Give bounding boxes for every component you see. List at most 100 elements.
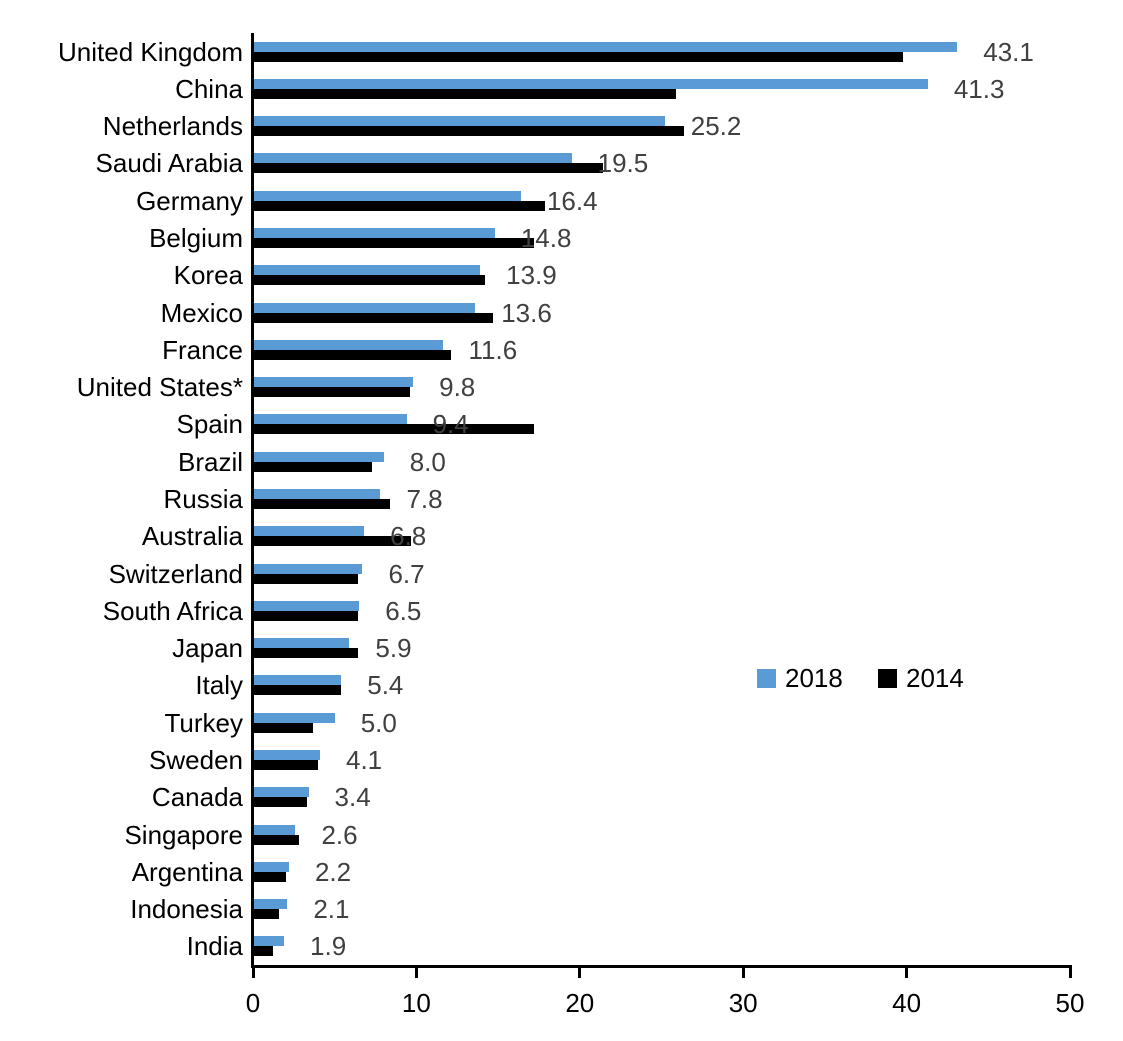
bar-2014-spain bbox=[253, 424, 535, 435]
value-label-india: 1.9 bbox=[310, 931, 347, 962]
legend-item-2014: 2014 bbox=[878, 665, 964, 691]
x-tick-0 bbox=[251, 968, 255, 978]
bar-2014-australia bbox=[253, 536, 412, 547]
bar-2014-brazil bbox=[253, 461, 373, 472]
bar-2018-japan bbox=[253, 638, 350, 649]
x-tick-20 bbox=[578, 968, 582, 978]
category-label-indonesia: Indonesia bbox=[130, 894, 243, 925]
x-tick-40 bbox=[905, 968, 909, 978]
x-tick-label-0: 0 bbox=[245, 988, 261, 1018]
bar-2018-korea bbox=[253, 265, 481, 276]
bar-2018-netherlands bbox=[253, 116, 665, 127]
bar-2018-russia bbox=[253, 489, 381, 499]
bar-2018-saudi-arabia bbox=[253, 153, 572, 164]
bar-2018-australia bbox=[253, 526, 365, 537]
bar-2018-spain bbox=[253, 414, 407, 425]
category-label-australia: Australia bbox=[141, 521, 243, 552]
category-label-brazil: Brazil bbox=[177, 446, 243, 477]
value-label-south-africa: 6.5 bbox=[385, 595, 422, 626]
value-label-turkey: 5.0 bbox=[360, 707, 397, 738]
category-label-germany: Germany bbox=[136, 185, 243, 216]
value-label-netherlands: 25.2 bbox=[690, 111, 742, 142]
category-label-sweden: Sweden bbox=[149, 744, 243, 775]
y-axis-line bbox=[251, 33, 254, 968]
legend-label-2014: 2014 bbox=[906, 663, 964, 693]
value-label-germany: 16.4 bbox=[546, 185, 598, 216]
x-tick-label-20: 20 bbox=[565, 988, 595, 1018]
bar-2014-netherlands bbox=[253, 126, 685, 137]
bar-2014-belgium bbox=[253, 238, 535, 249]
x-axis-line bbox=[251, 965, 1072, 968]
bar-2014-korea bbox=[253, 275, 486, 286]
category-label-japan: Japan bbox=[172, 633, 243, 664]
bar-2018-india bbox=[253, 936, 285, 947]
value-label-spain: 9.4 bbox=[432, 409, 469, 440]
value-label-france: 11.6 bbox=[468, 334, 518, 365]
x-tick-10 bbox=[414, 968, 418, 978]
category-label-mexico: Mexico bbox=[160, 297, 243, 328]
bar-2018-canada bbox=[253, 787, 309, 798]
category-label-india: India bbox=[186, 931, 243, 962]
category-label-south-africa: South Africa bbox=[102, 595, 243, 626]
legend-swatch-2018 bbox=[757, 668, 776, 688]
legend-swatch-2014 bbox=[878, 668, 897, 688]
category-label-netherlands: Netherlands bbox=[102, 111, 243, 142]
value-label-australia: 6.8 bbox=[390, 521, 427, 552]
bar-2014-united-kingdom bbox=[253, 51, 904, 62]
bar-2014-germany bbox=[253, 200, 546, 211]
bar-2018-brazil bbox=[253, 451, 384, 462]
bar-2018-china bbox=[253, 78, 928, 89]
bar-2018-south-africa bbox=[253, 600, 360, 611]
value-label-china: 41.3 bbox=[953, 73, 1005, 104]
bar-2018-argentina bbox=[253, 861, 289, 872]
bar-2014-china bbox=[253, 88, 677, 99]
bar-2014-saudi-arabia bbox=[253, 163, 603, 174]
bar-2014-indonesia bbox=[253, 909, 280, 920]
x-tick-30 bbox=[741, 968, 745, 978]
legend-label-2018: 2018 bbox=[785, 663, 843, 693]
bar-2014-turkey bbox=[253, 722, 314, 733]
category-label-united-kingdom: United Kingdom bbox=[58, 36, 243, 67]
value-label-saudi-arabia: 19.5 bbox=[597, 148, 649, 179]
bar-2014-mexico bbox=[253, 312, 494, 323]
category-label-russia: Russia bbox=[163, 484, 243, 514]
bar-2018-singapore bbox=[253, 824, 296, 835]
bar-2018-belgium bbox=[253, 228, 495, 239]
category-label-france: France bbox=[162, 334, 243, 365]
value-label-russia: 7.8 bbox=[406, 484, 443, 514]
bar-2018-switzerland bbox=[253, 563, 363, 574]
x-tick-label-10: 10 bbox=[401, 988, 431, 1018]
bar-2018-sweden bbox=[253, 749, 320, 760]
value-label-canada: 3.4 bbox=[334, 782, 371, 813]
bar-2014-argentina bbox=[253, 871, 286, 882]
bar-2014-france bbox=[253, 349, 451, 360]
bar-2014-sweden bbox=[253, 759, 319, 770]
category-label-canada: Canada bbox=[151, 782, 243, 813]
bar-2018-united-states bbox=[253, 377, 414, 388]
category-label-korea: Korea bbox=[173, 260, 243, 291]
category-label-argentina: Argentina bbox=[131, 856, 243, 887]
bar-2014-canada bbox=[253, 797, 307, 808]
category-label-turkey: Turkey bbox=[164, 707, 244, 738]
bar-2018-germany bbox=[253, 190, 521, 201]
bar-2014-south-africa bbox=[253, 610, 358, 621]
value-label-mexico: 13.6 bbox=[501, 297, 552, 328]
category-label-united-states: United States* bbox=[76, 372, 243, 403]
value-label-switzerland: 6.7 bbox=[388, 558, 425, 589]
bar-2014-india bbox=[253, 946, 273, 957]
bar-2014-singapore bbox=[253, 834, 299, 845]
bar-2018-united-kingdom bbox=[253, 41, 958, 52]
bar-2014-switzerland bbox=[253, 573, 358, 584]
value-label-united-states: 9.8 bbox=[439, 372, 476, 403]
bar-2014-italy bbox=[253, 685, 342, 696]
bar-2014-russia bbox=[253, 499, 391, 509]
category-label-spain: Spain bbox=[176, 409, 244, 440]
value-label-japan: 5.9 bbox=[375, 633, 412, 664]
category-label-china: China bbox=[175, 73, 243, 104]
category-label-saudi-arabia: Saudi Arabia bbox=[95, 148, 243, 179]
bar-2018-indonesia bbox=[253, 899, 288, 910]
legend-item-2018: 2018 bbox=[757, 665, 843, 691]
category-label-italy: Italy bbox=[195, 670, 243, 701]
value-label-united-kingdom: 43.1 bbox=[983, 36, 1034, 67]
